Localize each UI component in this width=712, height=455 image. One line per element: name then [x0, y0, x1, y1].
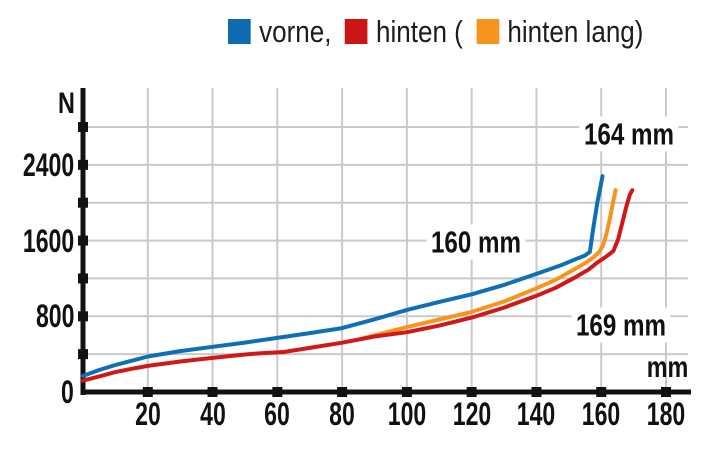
- x-tick-80: [337, 387, 348, 397]
- x-tick-20: [142, 387, 153, 397]
- y-tick-2000: [78, 197, 88, 208]
- x-tick-100: [401, 387, 412, 397]
- y-tick-800: [78, 311, 88, 322]
- y-tick-1600: [78, 235, 88, 246]
- y-tick-400: [78, 349, 88, 360]
- axes-layer: [78, 88, 691, 397]
- x-tick-120: [466, 387, 477, 397]
- legend-swatch-vorne-icon: [228, 19, 251, 44]
- grid-layer: [83, 88, 688, 392]
- curve-hinten-lang: [356, 188, 618, 342]
- x-tick-60: [272, 387, 283, 397]
- legend-label-vorne: vorne,: [259, 14, 332, 49]
- legend-item-vorne: vorne,: [228, 16, 331, 47]
- curve-vorne: [81, 174, 605, 378]
- legend-swatch-hinten-lang-icon: [476, 19, 499, 44]
- x-tick-40: [207, 387, 218, 397]
- legend-item-hinten-lang: hinten lang): [476, 16, 643, 47]
- y-tick-1200: [78, 273, 88, 284]
- legend-swatch-hinten-icon: [344, 19, 368, 44]
- x-tick-160: [596, 387, 607, 397]
- legend-item-hinten: hinten (: [344, 14, 463, 49]
- series-layer: [81, 174, 635, 383]
- y-tick-2800: [78, 122, 88, 132]
- y-tick-2400: [78, 159, 88, 170]
- curve-hinten: [81, 188, 635, 383]
- x-tick-140: [531, 387, 542, 397]
- legend-label-hinten: hinten (: [375, 14, 463, 49]
- legend: vorne, hinten ( hinten lang): [228, 16, 643, 47]
- legend-label-hinten-lang: hinten lang): [507, 14, 644, 49]
- x-tick-180: [661, 387, 671, 397]
